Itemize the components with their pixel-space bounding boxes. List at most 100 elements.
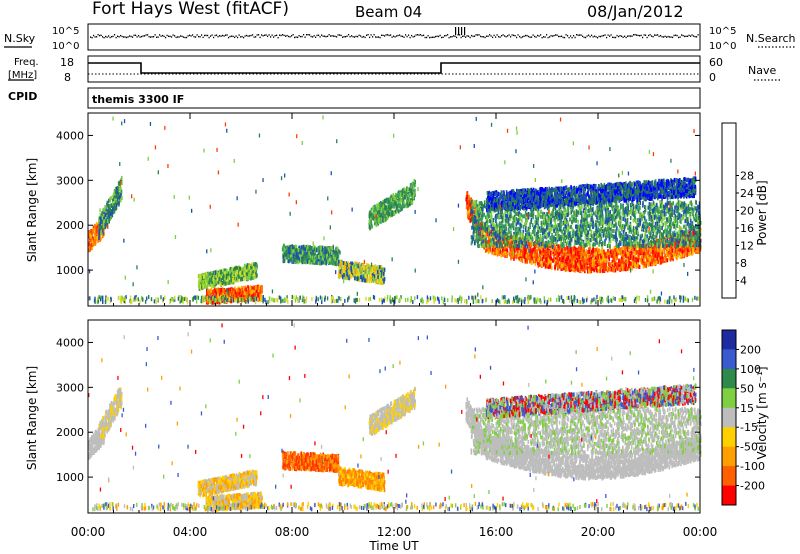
noise-point — [537, 35, 538, 36]
noise-point — [336, 36, 337, 37]
echo-cell — [98, 229, 100, 233]
noise-point — [249, 35, 250, 36]
noise-point — [429, 37, 430, 38]
noise-point — [251, 35, 252, 36]
noise-point — [168, 36, 169, 37]
noise-point — [246, 35, 247, 36]
noise-spike — [455, 27, 456, 35]
noise-point — [656, 35, 657, 36]
noise-point — [542, 37, 543, 38]
noise-point — [185, 37, 186, 38]
noise-point — [303, 34, 304, 35]
echo-cell — [108, 218, 110, 222]
noise-point — [618, 36, 619, 37]
noise-point — [602, 35, 603, 36]
noise-point — [696, 36, 697, 37]
noise-point — [648, 35, 649, 36]
echo-cell — [112, 210, 114, 214]
noise-point — [413, 36, 414, 37]
noise-point — [294, 37, 295, 38]
noise-point — [398, 35, 399, 36]
noise-point — [210, 35, 211, 36]
echo-cell — [231, 292, 233, 296]
echo-cell — [260, 290, 262, 294]
noise-point — [615, 37, 616, 38]
noise-point — [108, 35, 109, 36]
noise-point — [314, 35, 315, 36]
noise-point — [396, 35, 397, 36]
noise-point — [671, 36, 672, 37]
noise-point — [317, 35, 318, 36]
noise-point — [587, 35, 588, 36]
noise-point — [621, 36, 622, 37]
noise-point — [503, 34, 504, 35]
noise-point — [663, 36, 664, 37]
noise-point — [420, 34, 421, 35]
echo-cell — [255, 286, 257, 290]
nsearch-tick-low: 10^0 — [709, 41, 736, 52]
noise-point — [680, 36, 681, 37]
noise-point — [452, 36, 453, 37]
noise-point — [116, 37, 117, 38]
noise-point — [272, 35, 273, 36]
noise-point — [204, 35, 205, 36]
noise-point — [335, 36, 336, 37]
echo-cell — [121, 176, 123, 180]
noise-point — [554, 35, 555, 36]
noise-point — [471, 35, 472, 36]
noise-point — [96, 36, 97, 37]
noise-point — [440, 35, 441, 36]
noise-point — [477, 34, 478, 35]
nave-tick-low: 0 — [709, 71, 716, 84]
noise-point — [480, 36, 481, 37]
nave-label: Nave — [748, 64, 776, 77]
echo-cell — [199, 275, 201, 279]
noise-point — [525, 35, 526, 36]
echo-cell — [207, 277, 209, 281]
noise-point — [626, 37, 627, 38]
noise-point — [170, 36, 171, 37]
noise-point — [326, 36, 327, 37]
noise-point — [212, 34, 213, 35]
echo-cell — [226, 274, 228, 278]
noise-point — [561, 36, 562, 37]
noise-point — [402, 36, 403, 37]
noise-point — [191, 35, 192, 36]
noise-point — [176, 37, 177, 38]
noise-spike — [464, 27, 465, 35]
noise-point — [492, 37, 493, 38]
noise-point — [231, 36, 232, 37]
echo-cell — [210, 283, 212, 287]
noise-point — [98, 34, 99, 35]
noise-point — [588, 35, 589, 36]
noise-point — [414, 36, 415, 37]
echo-cell — [248, 267, 250, 271]
noise-point — [368, 34, 369, 35]
noise-point — [281, 35, 282, 36]
noise-point — [221, 36, 222, 37]
echo-cell — [117, 187, 119, 191]
echo-cell — [97, 225, 99, 229]
noise-point — [392, 37, 393, 38]
echo-cell — [223, 280, 225, 284]
noise-point — [233, 36, 234, 37]
noise-point — [216, 35, 217, 36]
noise-point — [288, 36, 289, 37]
echo-cell — [254, 286, 256, 290]
noise-point — [344, 36, 345, 37]
noise-point — [572, 37, 573, 38]
noise-point — [390, 34, 391, 35]
echo-cell — [248, 290, 250, 294]
echo-cell — [304, 260, 306, 264]
noise-point — [543, 36, 544, 37]
radar-summary-plot: Fort Hays West (fitACF) Beam 04 08/Jan/2… — [0, 0, 800, 554]
noise-point — [137, 36, 138, 37]
noise-point — [257, 34, 258, 35]
echo-cell — [229, 270, 231, 274]
freq-strip: Freq. [MHz] 18 8 60 0 Nave — [8, 56, 780, 84]
noise-point — [401, 36, 402, 37]
noise-point — [330, 35, 331, 36]
noise-point — [638, 35, 639, 36]
echo-cell — [121, 196, 123, 200]
noise-point — [462, 36, 463, 37]
